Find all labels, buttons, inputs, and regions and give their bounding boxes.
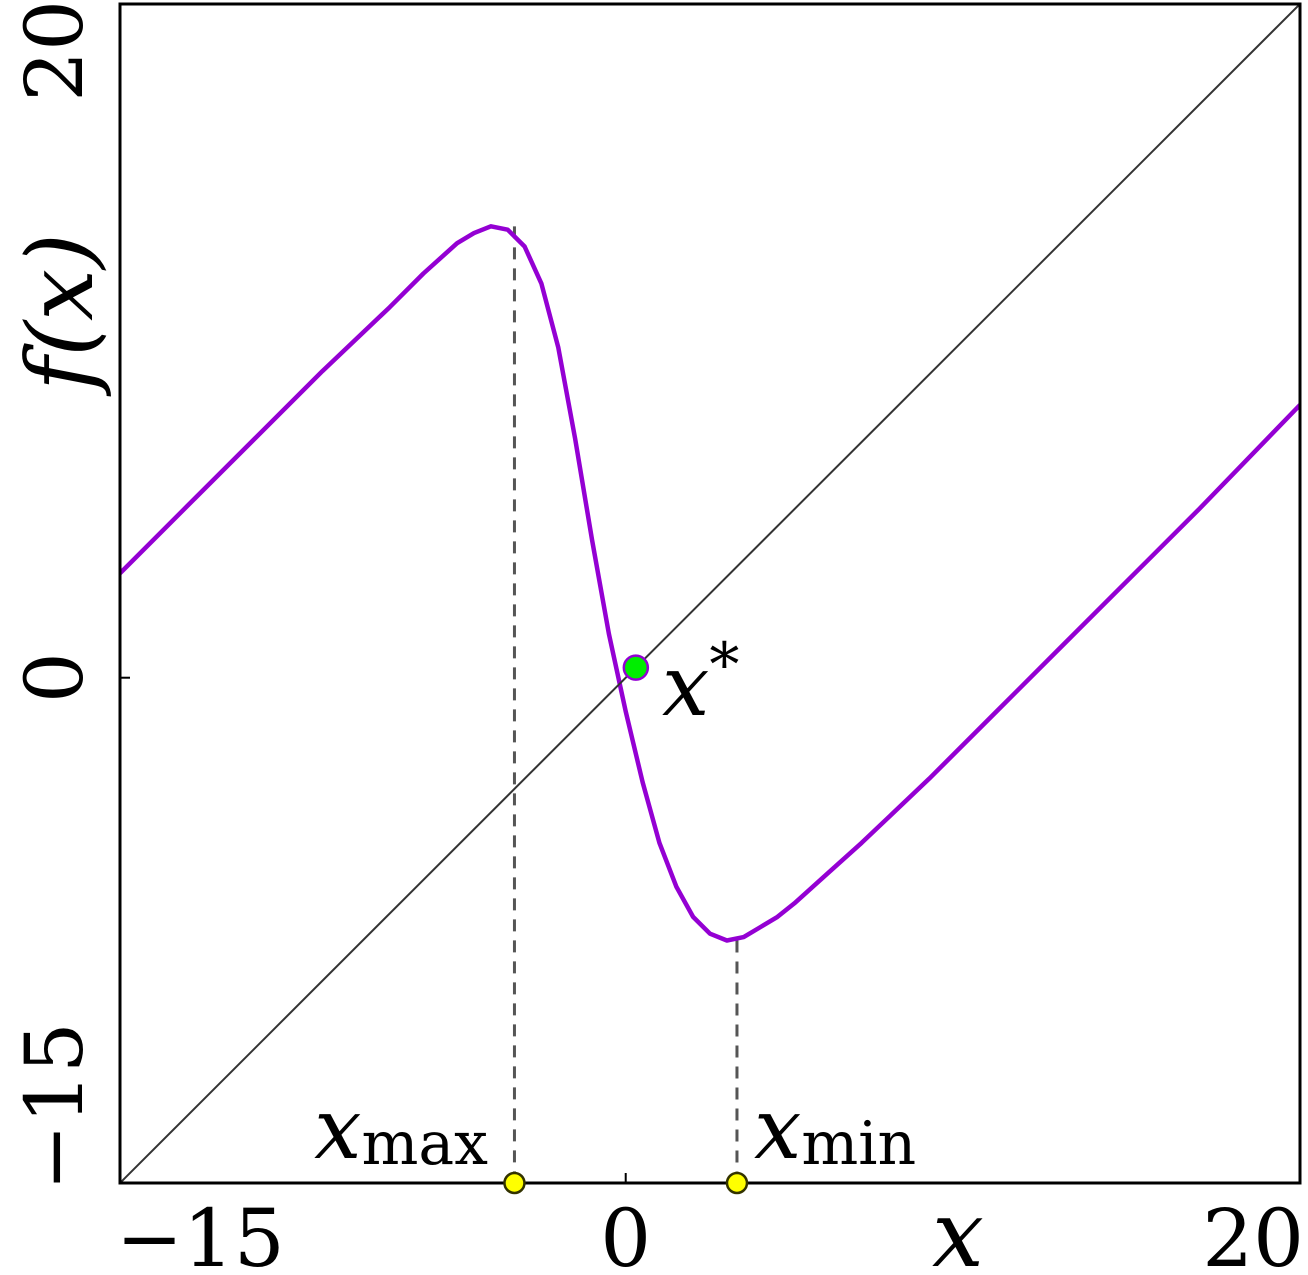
fixed-point-marker (622, 654, 650, 681)
fixed-point-label-main: x (662, 637, 709, 735)
fixed-point-label-sup: * (709, 630, 739, 700)
x-min-label: xmin (754, 1080, 916, 1179)
curve-f-of-x (120, 224, 1300, 943)
x-tick-label-0: −15 (116, 1192, 285, 1275)
axis-ticks: −15 0 20 −15 0 20 (8, 0, 1304, 1275)
y-tick-label-1: 0 (8, 652, 101, 703)
extremum-marker-1 (503, 1171, 526, 1195)
y-tick-label-0: −15 (8, 1022, 101, 1191)
x-min-label-main: x (754, 1080, 801, 1178)
extremum-marker-2 (725, 1171, 749, 1195)
y-tick-label-2: 20 (8, 0, 101, 102)
chart-lines (120, 4, 1300, 1183)
plot-frame (118, 2, 1302, 1185)
x-max-label-sub: max (361, 1109, 488, 1179)
identity-line (120, 4, 1300, 1183)
x-max-label: xmax (314, 1080, 488, 1179)
x-min-label-sub: min (801, 1109, 916, 1179)
y-axis-label: f(x) (7, 233, 114, 397)
chart-points (503, 654, 749, 1195)
x-tick-label-1: 0 (600, 1192, 651, 1275)
x-axis-label: x (932, 1181, 984, 1275)
x-max-label-main: x (314, 1080, 361, 1178)
x-tick-label-2: 20 (1202, 1192, 1304, 1275)
fixed-point-label: x* (662, 630, 739, 735)
